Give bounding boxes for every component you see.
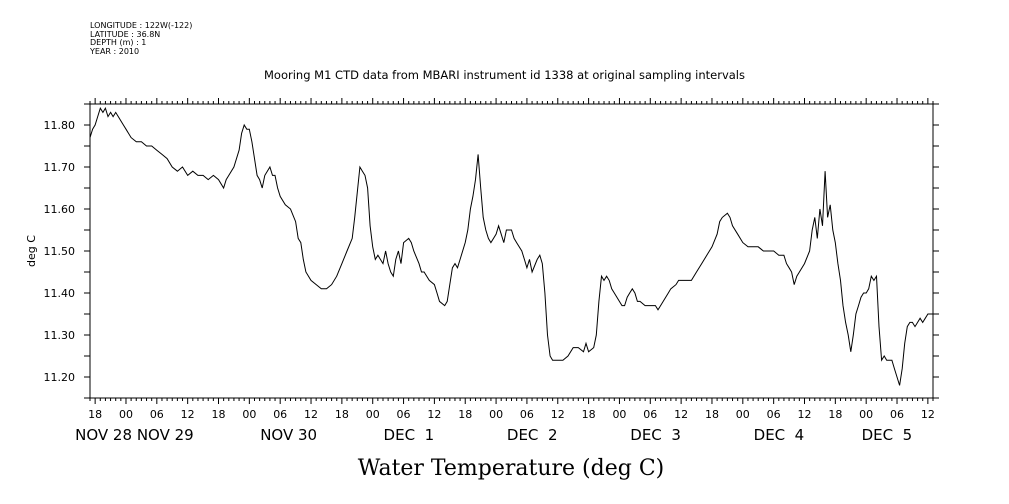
metadata-block: LONGITUDE : 122W(-122) LATITUDE : 36.8N DE… [90,21,193,56]
x-tick-label: 18 [582,408,596,421]
x-tick-label: 12 [797,408,811,421]
meta-longitude: LONGITUDE : 122W(-122) [90,21,193,30]
y-tick-label: 11.70 [44,161,76,174]
y-tick-label: 11.30 [44,329,76,342]
date-label: NOV 30 [260,426,317,444]
x-tick-label: 12 [921,408,935,421]
x-tick-label: 06 [890,408,904,421]
x-tick-label: 12 [551,408,565,421]
x-tick-label: 18 [212,408,226,421]
x-tick-label: 12 [304,408,318,421]
x-tick-label: 06 [520,408,534,421]
date-label: DEC 1 [384,426,435,444]
x-tick-label: 12 [427,408,441,421]
x-tick-label: 12 [674,408,688,421]
x-tick-label: 06 [643,408,657,421]
y-tick-label: 11.60 [44,203,76,216]
x-tick-label: 18 [88,408,102,421]
y-tick-label: 11.50 [44,245,76,258]
date-label: DEC 3 [630,426,681,444]
x-tick-label: 18 [705,408,719,421]
y-tick-label: 11.80 [44,119,76,132]
x-tick-label: 00 [366,408,380,421]
x-tick-label: 00 [242,408,256,421]
x-tick-label: 18 [335,408,349,421]
x-tick-label: 06 [273,408,287,421]
x-axis-label: Water Temperature (deg C) [358,456,665,481]
meta-depth: DEPTH (m) : 1 [90,38,147,47]
x-tick-label: 18 [458,408,472,421]
date-label: DEC 5 [862,426,913,444]
x-tick-label: 06 [150,408,164,421]
x-tick-label: 12 [181,408,195,421]
axis-ticks [84,98,939,404]
x-tick-label: 00 [612,408,626,421]
x-tick-label: 00 [489,408,503,421]
x-tick-label: 00 [859,408,873,421]
date-label: NOV 29 [137,426,194,444]
y-tick-label: 11.20 [44,371,76,384]
x-tick-label: 06 [767,408,781,421]
date-label: DEC 2 [507,426,558,444]
y-tick-label: 11.40 [44,287,76,300]
x-tick-label: 18 [828,408,842,421]
plot-frame [89,103,934,399]
x-tick-label: 00 [736,408,750,421]
meta-year: YEAR : 2010 [90,46,140,56]
date-label: DEC 4 [754,426,805,444]
x-tick-label: 06 [397,408,411,421]
axis-tick-labels: 11.20 11.30 11.40 11.50 11.60 11.70 11.80 18 00 0… [44,119,935,444]
meta-latitude: LATITUDE : 36.8N [90,29,161,39]
date-label: NOV 28 [75,426,132,444]
series-line [89,106,933,386]
x-tick-label: 00 [119,408,133,421]
y-axis-label: deg C [25,235,38,267]
chart-title: Mooring M1 CTD data from MBARI instrumen… [264,68,745,82]
